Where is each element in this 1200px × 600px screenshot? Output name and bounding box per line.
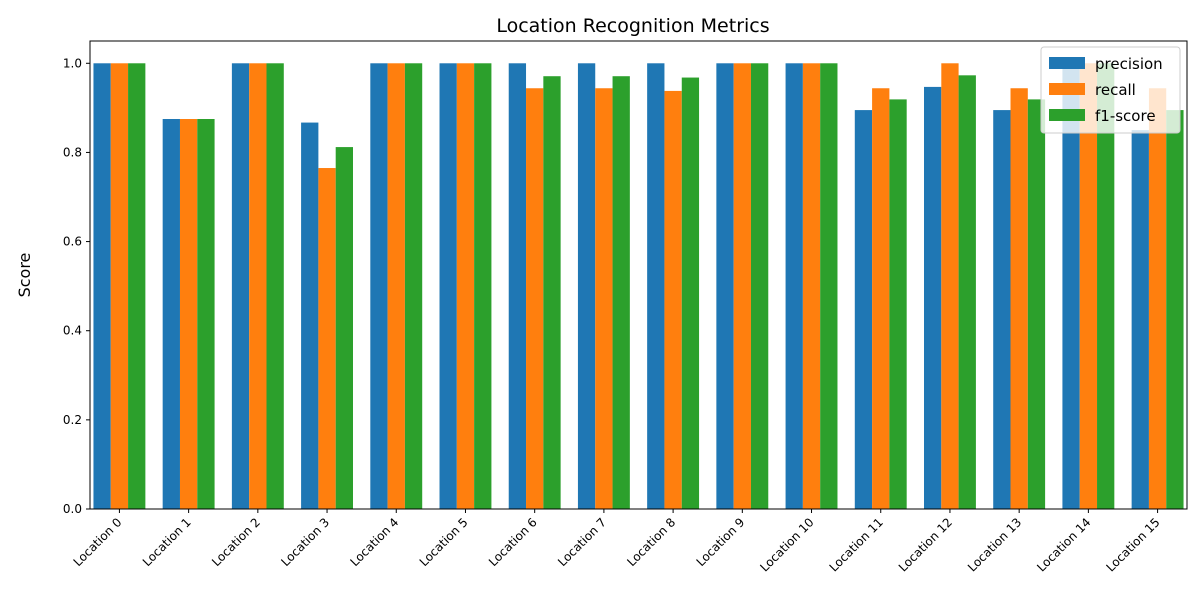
- bar-recall-2: [249, 63, 267, 509]
- bar-f1-score-5: [474, 63, 492, 509]
- y-tick-label: 0.2: [63, 413, 82, 427]
- plot-frame: [89, 40, 1188, 510]
- bar-precision-2: [231, 63, 250, 509]
- legend-label-recall: recall: [1095, 81, 1136, 99]
- y-tick-label: 0.8: [63, 145, 82, 159]
- bar-recall-6: [526, 88, 544, 509]
- bar-f1-score-10: [820, 63, 838, 509]
- bar-recall-0: [110, 63, 129, 509]
- bar-f1-score-14: [1097, 63, 1115, 509]
- bar-recall-14: [1079, 63, 1098, 509]
- bar-precision-4: [370, 63, 388, 509]
- legend-label-f1-score: f1-score: [1095, 107, 1156, 125]
- bar-recall-4: [387, 63, 405, 509]
- bar-f1-score-7: [612, 76, 630, 510]
- bar-recall-3: [318, 168, 336, 509]
- y-axis-label: Score: [15, 253, 34, 298]
- bar-precision-12: [924, 86, 942, 509]
- legend-label-precision: precision: [1095, 55, 1163, 73]
- y-tick-label: 0.0: [63, 502, 82, 516]
- bar-f1-score-12: [958, 75, 976, 509]
- bar-f1-score-8: [681, 77, 700, 510]
- bar-recall-1: [179, 119, 198, 509]
- bar-f1-score-9: [750, 63, 769, 509]
- bar-precision-9: [716, 63, 734, 509]
- bar-precision-14: [1062, 63, 1080, 509]
- chart-title: Location Recognition Metrics: [496, 15, 769, 37]
- legend-swatch-f1-score: [1049, 109, 1085, 121]
- bar-recall-13: [1010, 88, 1028, 509]
- bar-recall-12: [941, 63, 959, 509]
- y-tick-label: 0.4: [63, 324, 82, 338]
- bar-f1-score-11: [889, 99, 907, 509]
- legend: precision recall f1-score: [1040, 46, 1181, 134]
- bar-recall-10: [802, 63, 821, 509]
- bar-precision-15: [1131, 130, 1149, 509]
- bar-f1-score-2: [266, 63, 284, 509]
- bar-recall-7: [595, 88, 613, 509]
- bar-precision-5: [439, 63, 457, 509]
- bar-recall-5: [456, 63, 475, 509]
- legend-swatch-recall: [1049, 83, 1085, 95]
- bar-recall-15: [1148, 88, 1167, 509]
- bar-f1-score-1: [197, 119, 215, 509]
- bar-recall-11: [872, 88, 890, 509]
- bar-precision-11: [854, 110, 873, 509]
- bar-precision-10: [785, 63, 803, 509]
- bars-group: [93, 63, 1184, 510]
- bar-recall-8: [664, 90, 682, 510]
- bar-precision-0: [93, 63, 111, 509]
- bar-f1-score-3: [335, 147, 353, 509]
- y-ticks-group: 0.0 0.2 0.4 0.6 0.8 1.0: [63, 56, 90, 516]
- bar-f1-score-4: [404, 63, 423, 509]
- bar-f1-score-0: [128, 63, 146, 509]
- bar-precision-3: [301, 122, 319, 509]
- bar-recall-9: [733, 63, 751, 509]
- bar-f1-score-6: [543, 76, 561, 510]
- bar-f1-score-15: [1166, 110, 1184, 509]
- y-tick-label: 0.6: [63, 235, 82, 249]
- legend-swatch-precision: [1049, 57, 1085, 69]
- bar-precision-6: [508, 63, 527, 509]
- bar-f1-score-13: [1027, 99, 1046, 509]
- bar-precision-1: [162, 119, 180, 509]
- bar-precision-7: [577, 63, 596, 509]
- bar-precision-8: [647, 63, 665, 509]
- bar-precision-13: [993, 110, 1011, 509]
- y-tick-label: 1.0: [63, 56, 82, 70]
